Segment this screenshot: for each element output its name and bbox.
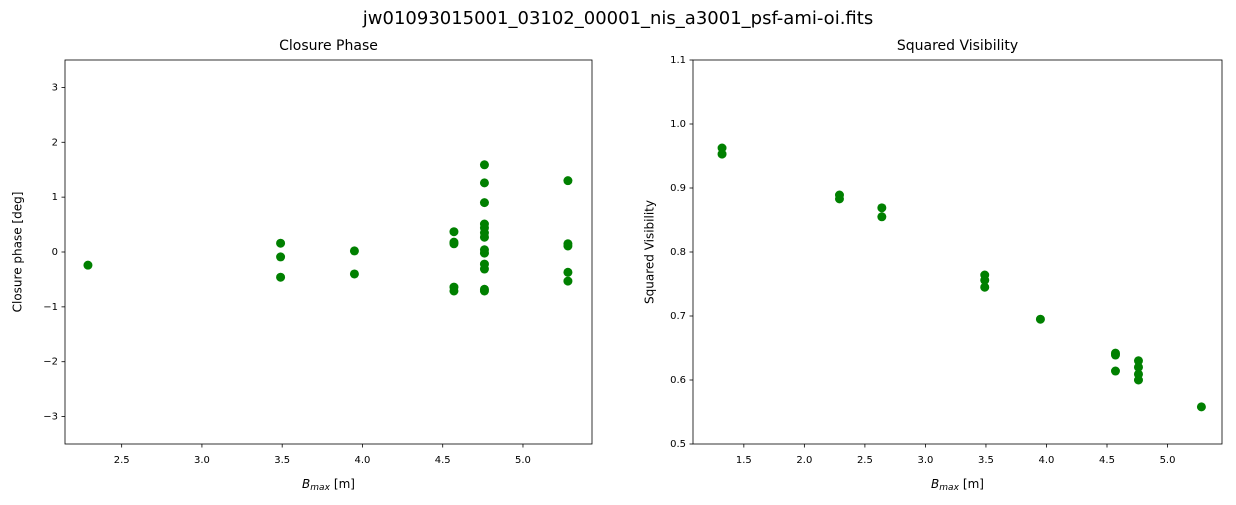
point [1035, 314, 1045, 324]
point [1110, 350, 1120, 360]
point [1133, 375, 1143, 385]
y-tick-label: −2 [43, 357, 58, 368]
x-tick-label: 2.5 [857, 455, 873, 466]
x-tick-label: 5.0 [515, 455, 531, 466]
point [563, 267, 573, 277]
point [479, 178, 489, 188]
point [1133, 362, 1143, 372]
point [479, 232, 489, 242]
x-tick-label: 3.0 [917, 455, 933, 466]
y-tick-label: 3 [52, 82, 58, 93]
point [276, 238, 286, 248]
axes-frame [64, 59, 593, 445]
x-label-symbol: B [931, 477, 939, 491]
point [1196, 402, 1206, 412]
y-axis-label: Closure phase [deg] [11, 192, 25, 313]
x-tick-label: 2.5 [114, 455, 130, 466]
y-tick-label: 1.0 [670, 119, 686, 130]
point [717, 149, 727, 159]
point [877, 212, 887, 222]
x-tick-label: 2.0 [796, 455, 812, 466]
y-tick-label: 1.1 [670, 55, 686, 66]
point [276, 252, 286, 262]
y-tick-label: 2 [52, 137, 58, 148]
x-tick-label: 3.0 [194, 455, 210, 466]
axes-title: Closure Phase [279, 38, 378, 54]
point [349, 269, 359, 279]
point [563, 176, 573, 186]
x-tick-label: 5.0 [1160, 455, 1176, 466]
point [479, 198, 489, 208]
x-label-unit: [m] [334, 477, 355, 491]
x-label-subscript: max [939, 483, 959, 493]
y-axis-label: Squared Visibility [643, 200, 657, 304]
point [1133, 356, 1143, 366]
figure-title: jw01093015001_03102_00001_nis_a3001_psf-… [362, 8, 873, 29]
point [449, 286, 459, 296]
point [83, 260, 93, 270]
point [276, 272, 286, 282]
point [479, 264, 489, 274]
y-tick-label: −3 [43, 412, 58, 423]
x-tick-label: 3.5 [978, 455, 994, 466]
y-tick-label: 0.9 [670, 183, 686, 194]
axes-frame [692, 59, 1223, 445]
x-tick-label: 4.0 [354, 455, 370, 466]
point [479, 286, 489, 296]
point [449, 239, 459, 249]
point [877, 203, 887, 213]
y-tick-label: −1 [43, 302, 58, 313]
x-tick-label: 1.5 [736, 455, 752, 466]
x-tick-label: 4.0 [1039, 455, 1055, 466]
x-tick-label: 3.5 [274, 455, 290, 466]
point [563, 241, 573, 251]
y-tick-label: 0.5 [670, 439, 686, 450]
point [563, 276, 573, 286]
point [479, 160, 489, 170]
y-tick-label: 0.8 [670, 247, 686, 258]
x-label-subscript: max [310, 483, 330, 493]
point [449, 227, 459, 237]
point [1110, 366, 1120, 376]
x-tick-label: 4.5 [435, 455, 451, 466]
point [980, 282, 990, 292]
x-tick-label: 4.5 [1099, 455, 1115, 466]
point [834, 194, 844, 204]
axes-title: Squared Visibility [897, 38, 1018, 54]
x-label-unit: [m] [963, 477, 984, 491]
point [479, 248, 489, 258]
y-tick-label: 0.6 [670, 375, 686, 386]
y-tick-label: 1 [52, 192, 58, 203]
x-axis-label: Bmax [m] [931, 477, 984, 493]
y-tick-label: 0 [52, 247, 58, 258]
x-label-symbol: B [302, 477, 310, 491]
x-axis-label: Bmax [m] [302, 477, 355, 493]
point [349, 246, 359, 256]
point [980, 275, 990, 285]
y-tick-label: 0.7 [670, 311, 686, 322]
